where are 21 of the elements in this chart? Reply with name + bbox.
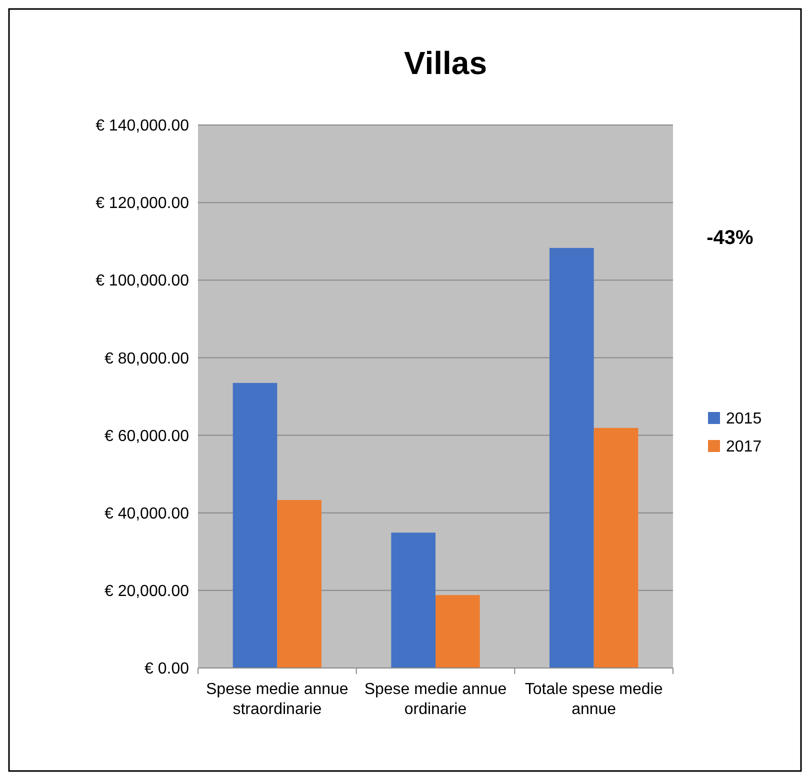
x-tick-label: Totale spese medie annue	[524, 681, 663, 718]
x-tick-label: Spese medie annue straordinarie	[206, 681, 348, 718]
y-tick-label: € 0.00	[144, 660, 190, 678]
bar	[550, 248, 594, 668]
bar	[391, 532, 436, 668]
bar	[436, 595, 480, 668]
y-tick-label: € 40,000.00	[104, 505, 190, 522]
y-tick-label: € 120,000.00	[96, 195, 190, 212]
y-tick-label: € 60,000.00	[104, 428, 190, 445]
chart-title: Villas	[404, 45, 488, 81]
legend-label: 2017	[726, 438, 762, 456]
y-tick-label: € 140,000.00	[96, 118, 190, 135]
y-tick-label: € 20,000.00	[104, 583, 190, 600]
text: -43%	[706, 227, 754, 249]
legend-label: 2015	[726, 410, 762, 428]
y-tick-label: € 100,000.00	[96, 272, 190, 290]
bar	[232, 382, 278, 668]
bar	[277, 500, 322, 668]
y-tick-label: € 80,000.00	[104, 350, 190, 368]
x-tick-label: Spese medie annue ordinarie	[364, 681, 507, 718]
bar	[594, 428, 638, 668]
